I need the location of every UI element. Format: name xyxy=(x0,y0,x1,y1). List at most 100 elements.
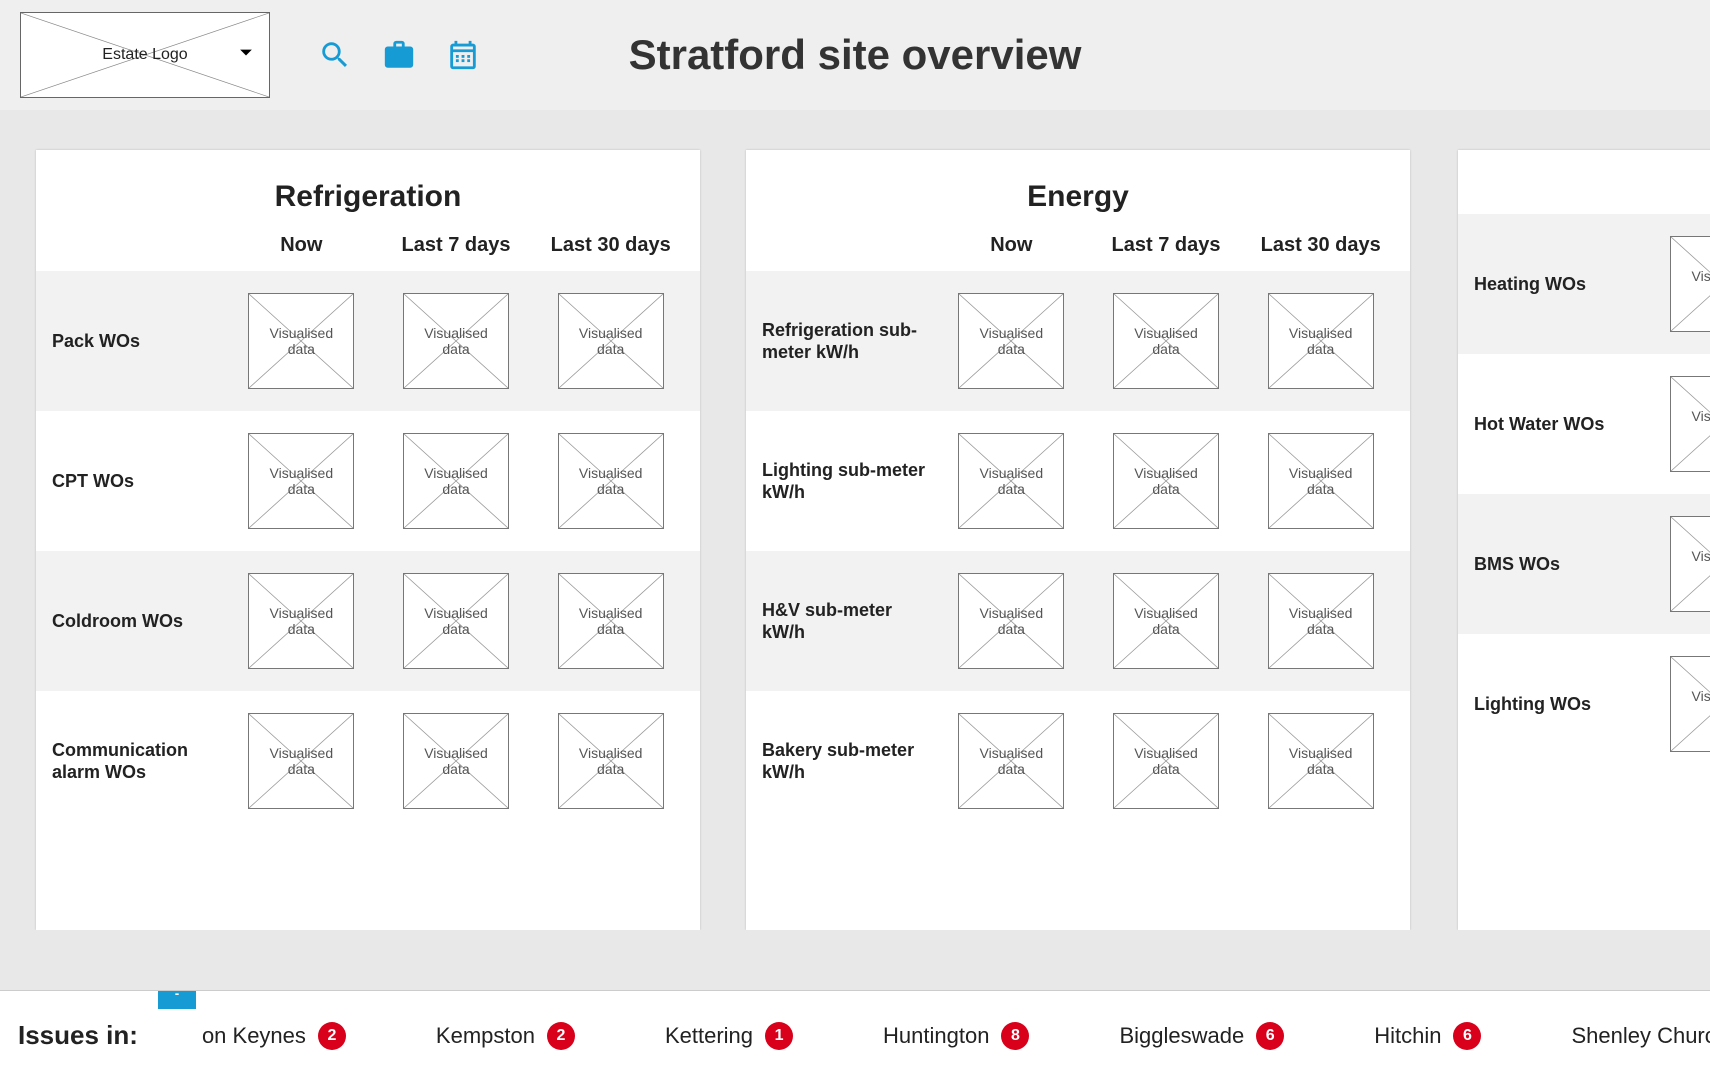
viz-placeholder-label: Visualised data xyxy=(959,605,1063,637)
viz-placeholder-label: Visualised data xyxy=(1269,465,1373,497)
col-header: Last 30 days xyxy=(1247,234,1394,257)
viz-placeholder[interactable]: Visualised data xyxy=(1113,293,1219,389)
viz-placeholder-label: Visualised data xyxy=(959,745,1063,777)
panel-title: Refrigeration xyxy=(36,180,700,214)
viz-placeholder-label: Visualised data xyxy=(249,325,353,357)
viz-placeholder[interactable]: Visualised data xyxy=(1670,656,1710,752)
briefcase-icon[interactable] xyxy=(382,38,416,72)
data-row: H&V sub-meter kW/h Visualised data Visua… xyxy=(746,551,1410,691)
col-header: Last 7 days xyxy=(383,234,530,257)
issue-count-badge: 2 xyxy=(547,1022,575,1050)
viz-placeholder[interactable]: Visualised data xyxy=(1268,573,1374,669)
col-header: Now xyxy=(938,234,1085,257)
search-icon[interactable] xyxy=(318,38,352,72)
viz-placeholder[interactable]: Visualised data xyxy=(1268,293,1374,389)
data-row: Lighting WOs Visualised data Visualised … xyxy=(1458,634,1710,774)
viz-placeholder[interactable]: Visualised data xyxy=(403,573,509,669)
viz-placeholder[interactable]: Visualised data xyxy=(558,433,664,529)
viz-placeholder[interactable]: Visualised data xyxy=(958,713,1064,809)
viz-placeholder-label: Visualised data xyxy=(959,465,1063,497)
viz-placeholder[interactable]: Visualised data xyxy=(248,293,354,389)
viz-placeholder-label: Visualised data xyxy=(1671,268,1710,300)
row-label: Bakery sub-meter kW/h xyxy=(762,739,938,784)
viz-placeholder[interactable]: Visualised data xyxy=(403,293,509,389)
row-label: Communication alarm WOs xyxy=(52,739,228,784)
viz-placeholder[interactable]: Visualised data xyxy=(1113,573,1219,669)
viz-placeholder[interactable]: Visualised data xyxy=(403,713,509,809)
viz-placeholder[interactable]: Visualised data xyxy=(1268,713,1374,809)
viz-placeholder-label: Visualised data xyxy=(1114,465,1218,497)
issue-site-name: Kempston xyxy=(436,1023,535,1049)
viz-placeholder-label: Visualised data xyxy=(1269,745,1373,777)
row-label: Lighting sub-meter kW/h xyxy=(762,459,938,504)
viz-placeholder[interactable]: Visualised data xyxy=(1670,236,1710,332)
data-row: Pack WOs Visualised data Visualised data… xyxy=(36,271,700,411)
viz-placeholder[interactable]: Visualised data xyxy=(248,713,354,809)
viz-placeholder[interactable]: Visualised data xyxy=(1113,433,1219,529)
viz-placeholder-label: Visualised data xyxy=(1114,325,1218,357)
viz-placeholder[interactable]: Visualised data xyxy=(958,433,1064,529)
row-label: BMS WOs xyxy=(1474,553,1650,576)
panel-refrigeration: Refrigeration Now Last 7 days Last 30 da… xyxy=(36,150,700,930)
panel-third: Heating WOs Visualised data Visualised d… xyxy=(1458,150,1710,930)
viz-placeholder[interactable]: Visualised data xyxy=(558,573,664,669)
viz-placeholder[interactable]: Visualised data xyxy=(248,573,354,669)
data-row: Coldroom WOs Visualised data Visualised … xyxy=(36,551,700,691)
data-row: Hot Water WOs Visualised data Visualised… xyxy=(1458,354,1710,494)
calendar-icon[interactable] xyxy=(446,38,480,72)
page-title: Stratford site overview xyxy=(629,31,1082,79)
estate-logo-label: Estate Logo xyxy=(102,46,187,64)
issue-count-badge: 2 xyxy=(318,1022,346,1050)
chevron-down-icon xyxy=(232,38,260,66)
viz-placeholder-label: Visualised data xyxy=(249,465,353,497)
data-row: Heating WOs Visualised data Visualised d… xyxy=(1458,214,1710,354)
issue-item[interactable]: Kempston 2 xyxy=(436,1022,575,1050)
issue-site-name: Hitchin xyxy=(1374,1023,1441,1049)
viz-placeholder-label: Visualised data xyxy=(1114,605,1218,637)
row-label: Pack WOs xyxy=(52,330,228,353)
data-row: Refrigeration sub-meter kW/h Visualised … xyxy=(746,271,1410,411)
viz-placeholder[interactable]: Visualised data xyxy=(248,433,354,529)
col-header: Last 7 days xyxy=(1093,234,1240,257)
issues-ticker: Issues in: on Keynes2 Kempston 2 Kettering1… xyxy=(0,990,1710,1080)
viz-placeholder-label: Visualised data xyxy=(1671,408,1710,440)
issues-list: on Keynes2 Kempston 2 Kettering1 Huntington8… xyxy=(202,1022,1710,1050)
viz-placeholder[interactable]: Visualised data xyxy=(558,293,664,389)
issue-item[interactable]: on Keynes2 xyxy=(202,1022,346,1050)
panel-title: Energy xyxy=(746,180,1410,214)
viz-placeholder-label: Visualised data xyxy=(559,325,663,357)
issue-item[interactable]: Hitchin 6 xyxy=(1374,1022,1481,1050)
top-icon-bar xyxy=(318,38,480,72)
filter-button[interactable] xyxy=(158,990,196,1009)
viz-placeholder-label: Visualised data xyxy=(249,745,353,777)
issue-item[interactable]: Biggleswade6 xyxy=(1119,1022,1284,1050)
viz-placeholder[interactable]: Visualised data xyxy=(958,573,1064,669)
viz-placeholder-label: Visualised data xyxy=(1269,325,1373,357)
data-row: BMS WOs Visualised data Visualised data … xyxy=(1458,494,1710,634)
issue-item[interactable]: Huntington8 xyxy=(883,1022,1029,1050)
issue-item[interactable]: Shenley Church End5 xyxy=(1571,1022,1710,1050)
issues-label: Issues in: xyxy=(18,1020,138,1051)
viz-placeholder[interactable]: Visualised data xyxy=(403,433,509,529)
issue-count-badge: 6 xyxy=(1453,1022,1481,1050)
viz-placeholder-label: Visualised data xyxy=(1671,688,1710,720)
top-bar: Estate Logo Stratford site overview xyxy=(0,0,1710,110)
viz-placeholder[interactable]: Visualised data xyxy=(1113,713,1219,809)
row-label: Refrigeration sub-meter kW/h xyxy=(762,319,938,364)
viz-placeholder[interactable]: Visualised data xyxy=(1670,516,1710,612)
main-content: Refrigeration Now Last 7 days Last 30 da… xyxy=(0,110,1710,930)
viz-placeholder[interactable]: Visualised data xyxy=(958,293,1064,389)
viz-placeholder[interactable]: Visualised data xyxy=(1268,433,1374,529)
viz-placeholder-label: Visualised data xyxy=(559,745,663,777)
viz-placeholder[interactable]: Visualised data xyxy=(558,713,664,809)
issue-count-badge: 1 xyxy=(765,1022,793,1050)
viz-placeholder-label: Visualised data xyxy=(404,745,508,777)
viz-placeholder-label: Visualised data xyxy=(404,465,508,497)
data-row: Lighting sub-meter kW/h Visualised data … xyxy=(746,411,1410,551)
data-row: Communication alarm WOs Visualised data … xyxy=(36,691,700,831)
col-header: Now xyxy=(228,234,375,257)
row-label: CPT WOs xyxy=(52,470,228,493)
viz-placeholder[interactable]: Visualised data xyxy=(1670,376,1710,472)
issue-item[interactable]: Kettering1 xyxy=(665,1022,793,1050)
estate-dropdown-chevron[interactable] xyxy=(232,38,260,73)
